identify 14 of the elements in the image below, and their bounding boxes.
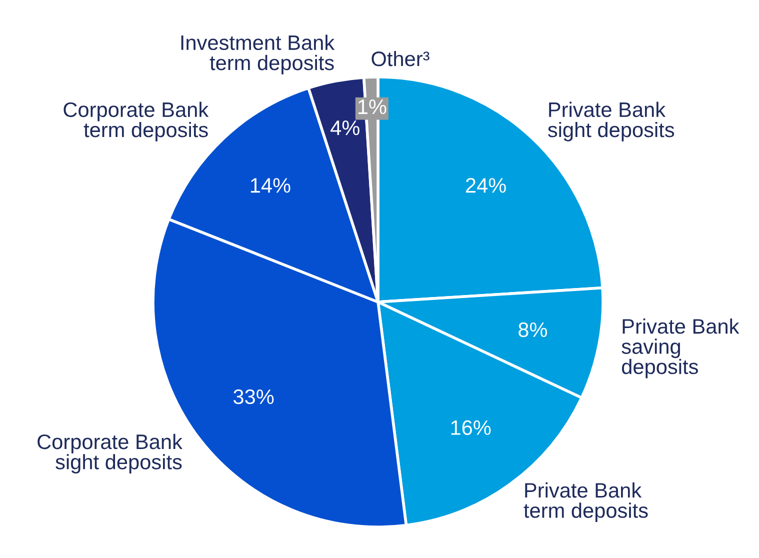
slice-label: Private Bank saving deposits <box>622 318 740 378</box>
data-label: 33% <box>233 389 274 404</box>
slice-label: Private Bank sight deposits <box>548 102 674 142</box>
slice-label: Investment Bank term deposits <box>181 34 335 74</box>
data-label: 14% <box>250 178 290 193</box>
data-label: 8% <box>518 322 548 338</box>
data-label: 4% <box>330 120 360 136</box>
data-label: 24% <box>466 178 506 193</box>
slice-label: Other³ <box>372 50 430 66</box>
data-label: 1% <box>358 100 386 114</box>
slice-label: Corporate Bank term deposits <box>64 102 209 142</box>
slice-label: Private Bank term deposits <box>524 482 648 522</box>
slice-label: Corporate Bank sight deposits <box>38 434 182 474</box>
data-label: 16% <box>451 420 491 436</box>
